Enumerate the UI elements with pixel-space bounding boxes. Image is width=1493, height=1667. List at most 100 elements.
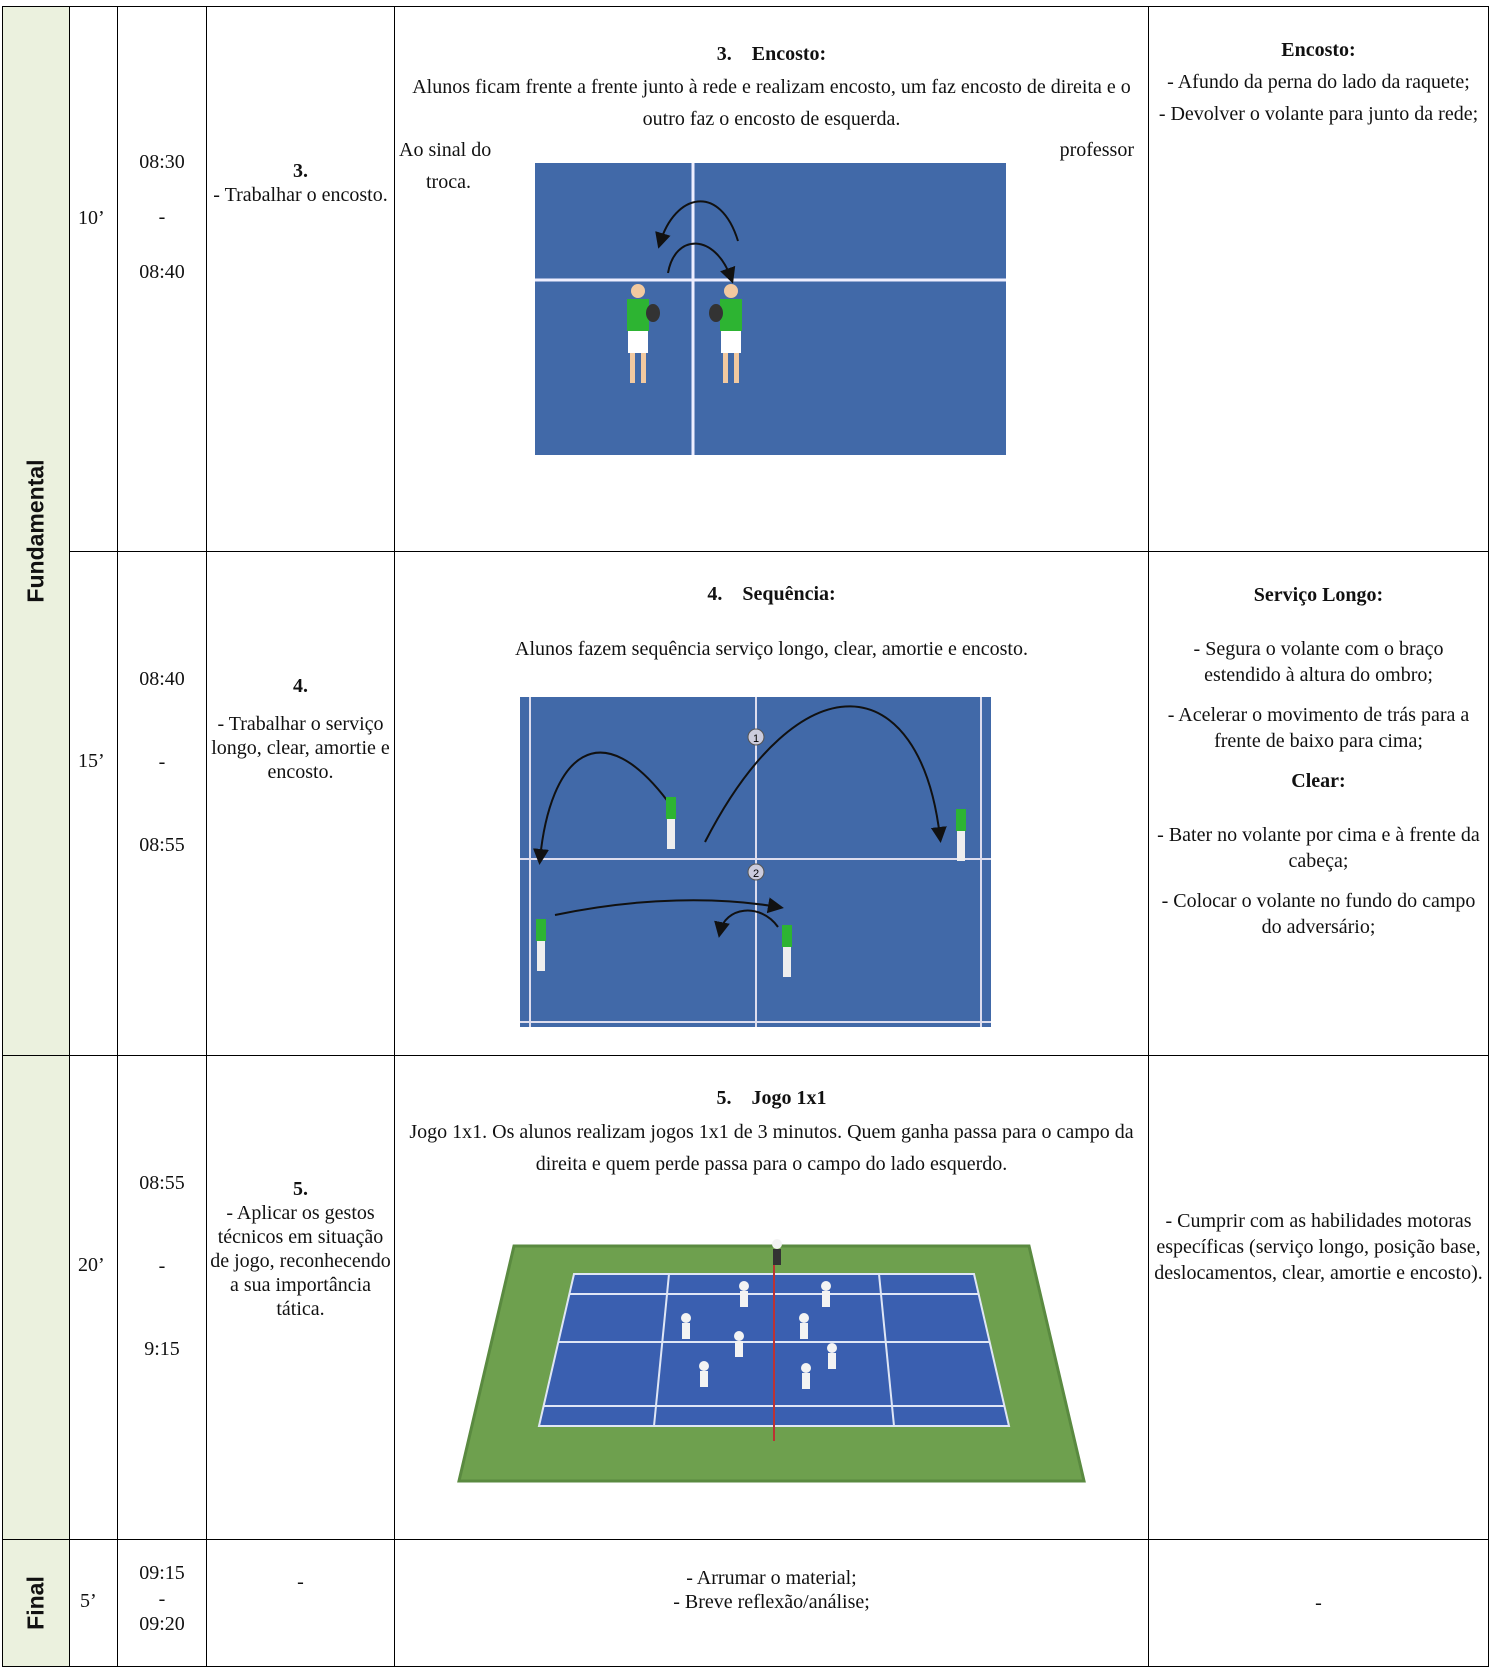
arrow [704, 705, 947, 843]
criteria-cell: - [1148, 1539, 1489, 1667]
court-diagram: 1 2 [520, 697, 991, 1027]
time: - [158, 1255, 166, 1277]
time: 08:30 [139, 151, 185, 173]
player-part [630, 353, 635, 383]
criteria-cell: Encosto: - Afundo da perna do lado da ra… [1148, 6, 1489, 552]
time: - [158, 751, 166, 773]
activity-text: - Breve reflexão/análise; [673, 1591, 870, 1613]
duration-cell: 15’ [69, 551, 118, 1056]
court-lines-part [653, 1273, 670, 1427]
criteria-heading: Serviço Longo: [1253, 584, 1384, 606]
players-part [800, 1323, 808, 1339]
players-part [735, 1341, 743, 1357]
players-part [956, 809, 966, 831]
time: 08:40 [139, 261, 185, 283]
marker [747, 728, 765, 746]
player-part [646, 304, 660, 322]
time: 09:15 [139, 1562, 185, 1584]
objective-cell: 4. - Trabalhar o serviço longo, clear, am… [206, 551, 395, 1056]
players-part [682, 1323, 690, 1339]
objective-text: - Trabalhar o serviço longo, clear, amor… [211, 713, 390, 783]
criteria-item: - Colocar o volante no fundo do campo do… [1161, 890, 1476, 938]
player-part [723, 353, 728, 383]
activity-title: 4. Sequência: [707, 583, 836, 605]
criteria-cell: - Cumprir com as habilidades motoras esp… [1148, 1055, 1489, 1540]
players [536, 797, 966, 977]
criteria-item: - Segura o volante com o braço estendido… [1193, 638, 1444, 686]
objective-cell: 5. - Aplicar os gestos técnicos em situaç… [206, 1055, 395, 1540]
player-part [631, 284, 645, 298]
phase-cell [2, 1055, 70, 1540]
players-part [772, 1239, 782, 1249]
players-part [681, 1313, 691, 1323]
arrow [714, 909, 779, 938]
objective-cell-part: 5. - Aplicar os gestos técnicos em situaç… [209, 1177, 392, 1321]
activity-title: 5. Jogo 1x1 [716, 1087, 827, 1109]
criteria-heading: Encosto: [1281, 39, 1356, 61]
objective-cell-part: 4. - Trabalhar o serviço longo, clear, am… [209, 674, 392, 784]
players [681, 1239, 837, 1389]
time: 08:55 [139, 834, 185, 856]
objective-text: - [297, 1571, 304, 1593]
criteria-cell-part: Encosto: - Afundo da perna do lado da ra… [1153, 37, 1484, 127]
activity-text: Jogo 1x1. Os alunos realizam jogos 1x1 d… [409, 1121, 1134, 1175]
objective-cell-part: 3. - Trabalhar o encosto. [209, 159, 392, 207]
duration-cell: 5’ [69, 1539, 118, 1667]
time: 08:55 [139, 1172, 185, 1194]
time: - [158, 206, 166, 228]
arrow [533, 751, 673, 865]
objective-number: 5. [293, 1178, 308, 1200]
activity-text: troca. [426, 171, 471, 193]
court-lines-part [878, 1273, 895, 1427]
arrow [554, 897, 784, 916]
player-part [724, 284, 738, 298]
activity-text: professor [1059, 139, 1134, 161]
players-part [957, 831, 965, 861]
criteria-heading: Clear: [1291, 770, 1346, 792]
players-part [822, 1291, 830, 1307]
duration-cell: 10’ [69, 6, 118, 552]
criteria-item: - Afundo da perna do lado da raquete; [1167, 71, 1470, 93]
activity-text: Ao sinal do [399, 139, 492, 161]
players-part [734, 1331, 744, 1341]
activity-title: 3. Encosto: [716, 43, 827, 65]
marker-label: 1 [753, 733, 759, 745]
arrow [667, 242, 736, 284]
duration-cell: 20’ [69, 1055, 118, 1540]
criteria-text: - [1315, 1592, 1322, 1614]
marker [747, 863, 765, 881]
players-part [537, 941, 545, 971]
activity-text: Alunos ficam frente a frente junto à red… [412, 76, 1131, 130]
players-part [827, 1343, 837, 1353]
duration: 5’ [80, 1590, 97, 1612]
description-cell: 4. Sequência: Alunos fazem sequência ser… [394, 551, 1149, 1056]
time-cell: 08:55 - 9:15 [117, 1055, 207, 1540]
players-part [801, 1363, 811, 1373]
player-part [641, 353, 646, 383]
players-part [699, 1361, 709, 1371]
players-part [782, 925, 792, 947]
player-part [709, 304, 723, 322]
activity-text: - Arrumar o material; [686, 1567, 857, 1589]
player-part [734, 353, 739, 383]
time-spacer [118, 805, 206, 833]
objective-number: 3. [293, 160, 308, 182]
objective-cell: - [206, 1539, 395, 1667]
time-cell: 08:30 - 08:40 [117, 6, 207, 552]
time-spacer [118, 1309, 206, 1337]
players-part [773, 1249, 781, 1265]
time: - [158, 1588, 166, 1610]
players-part [667, 819, 675, 849]
players-part [536, 919, 546, 941]
players-part [802, 1373, 810, 1389]
time-cell: 09:15 - 09:20 [117, 1539, 207, 1667]
players-part [828, 1353, 836, 1369]
phase-cell: Fundamental [2, 6, 70, 1056]
duration: 15’ [78, 750, 105, 772]
duration: 20’ [78, 1254, 105, 1276]
players-part [740, 1291, 748, 1307]
players-part [821, 1281, 831, 1291]
objective-number: 4. [293, 675, 308, 697]
criteria-item: - Bater no volante por cima e à frente d… [1157, 824, 1480, 872]
duration: 10’ [78, 207, 105, 229]
